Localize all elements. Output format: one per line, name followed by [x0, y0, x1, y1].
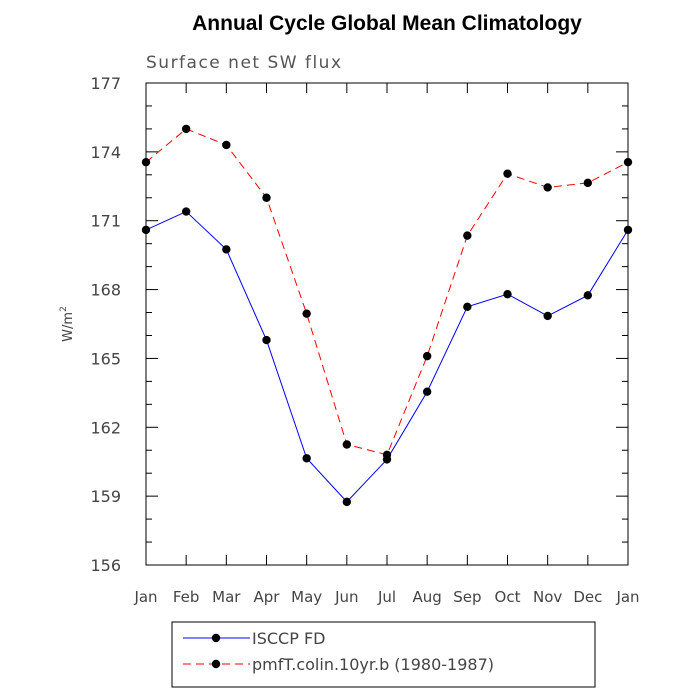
- legend-marker: [211, 659, 221, 669]
- y-axis: 156 159 162 165 168 171 174 177: [90, 74, 628, 575]
- legend-label: pmfT.colin.10yr.b (1980-1987): [252, 655, 494, 674]
- chart-title: Annual Cycle Global Mean Climatology: [192, 12, 582, 35]
- plot-border: [145, 82, 629, 566]
- legend-label: ISCCP FD: [252, 629, 325, 648]
- data-point: [463, 302, 472, 311]
- data-point: [342, 440, 352, 449]
- data-point: [583, 178, 593, 188]
- x-tick-label: Jan: [133, 588, 157, 606]
- y-tick-label: 162: [90, 418, 121, 437]
- data-point: [543, 311, 552, 321]
- x-tick-label: May: [291, 588, 322, 606]
- x-tick-label: Nov: [533, 588, 562, 606]
- y-axis-title-superscript: 2: [59, 306, 69, 312]
- data-point: [302, 309, 311, 318]
- y-tick-label: 174: [90, 143, 121, 162]
- data-point: [222, 245, 231, 254]
- data-point: [623, 157, 633, 167]
- data-point: [181, 124, 191, 134]
- legend: ISCCP FD pmfT.colin.10yr.b (1980-1987): [171, 621, 596, 688]
- data-point: [463, 231, 472, 240]
- data-point: [503, 169, 512, 178]
- data-point: [503, 289, 512, 299]
- series-layer: [141, 124, 633, 507]
- y-tick-label: 177: [90, 74, 121, 93]
- data-point: [382, 450, 392, 460]
- x-tick-label: Sep: [453, 588, 481, 606]
- y-axis-title: W/m2: [59, 306, 76, 342]
- x-axis: Jan Feb Mar Apr May Jun Jul Aug Sep Oct Nov Dec Jan: [133, 83, 640, 606]
- x-tick-label: Feb: [173, 588, 200, 606]
- y-tick-label: 168: [90, 281, 121, 300]
- x-tick-label: Aug: [413, 588, 442, 606]
- data-point: [141, 225, 151, 235]
- x-tick-label: Apr: [254, 588, 281, 606]
- y-tick-label: 156: [90, 556, 121, 575]
- data-point: [262, 193, 271, 202]
- series-line: [145, 128, 629, 456]
- data-point: [262, 335, 271, 345]
- legend-marker: [211, 633, 221, 643]
- x-tick-label: Jan: [615, 588, 639, 606]
- data-point: [583, 291, 593, 300]
- y-tick-label: 171: [90, 212, 121, 231]
- data-point: [422, 351, 432, 361]
- data-point: [181, 207, 191, 216]
- chart-subtitle: Surface net SW flux: [146, 53, 343, 73]
- x-tick-label: Jul: [377, 588, 396, 606]
- data-point: [141, 157, 151, 167]
- y-tick-label: 165: [90, 349, 121, 368]
- x-tick-label: Dec: [573, 588, 602, 606]
- x-tick-label: Oct: [495, 588, 521, 606]
- x-tick-label: Mar: [212, 588, 241, 606]
- data-point: [543, 183, 552, 192]
- plot-frame: [145, 82, 629, 566]
- y-tick-label: 159: [90, 487, 121, 506]
- data-point: [623, 225, 633, 235]
- x-tick-label: Jun: [334, 588, 358, 606]
- data-point: [222, 140, 231, 150]
- data-point: [342, 497, 352, 507]
- data-point: [422, 387, 432, 396]
- y-axis-label: W/m2: [59, 306, 76, 342]
- data-point: [302, 454, 311, 463]
- legend-box: [171, 621, 596, 688]
